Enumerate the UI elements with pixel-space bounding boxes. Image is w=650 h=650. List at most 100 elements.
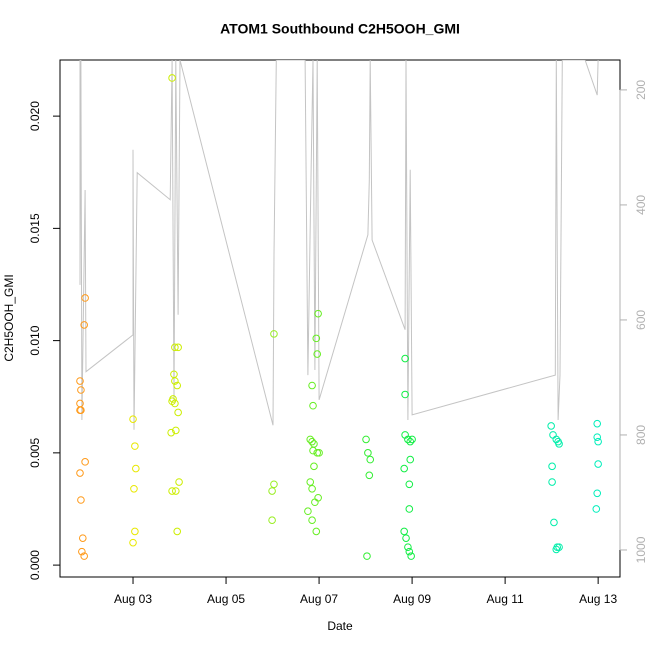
point <box>402 534 410 542</box>
point <box>173 527 182 536</box>
point <box>308 381 316 390</box>
point <box>313 350 322 358</box>
y2-tick-label: 1000 <box>634 536 648 563</box>
point <box>171 399 179 408</box>
x-tick-label: Aug 03 <box>114 592 152 606</box>
x-tick-label: Aug 11 <box>487 592 524 606</box>
point <box>308 484 316 493</box>
point <box>309 401 317 410</box>
point <box>408 435 416 444</box>
point <box>130 484 138 493</box>
point <box>400 464 408 473</box>
y2-tick-label: 800 <box>634 425 648 445</box>
point <box>315 449 323 457</box>
x-tick-label: Aug 07 <box>300 592 338 606</box>
point <box>131 527 139 536</box>
x-tick-label: Aug 09 <box>393 592 431 606</box>
point <box>406 455 415 464</box>
point <box>547 422 555 430</box>
point <box>363 552 371 560</box>
point <box>593 433 602 441</box>
y-tick-label: 0.000 <box>28 550 42 580</box>
point <box>129 538 137 547</box>
point <box>365 471 374 480</box>
point <box>552 545 561 554</box>
x-tick-label: Aug 13 <box>579 592 617 606</box>
point <box>548 462 556 471</box>
point <box>366 455 375 464</box>
point <box>362 435 370 444</box>
point <box>167 428 175 437</box>
plot-frame <box>59 59 621 578</box>
point <box>270 330 278 338</box>
point <box>76 377 84 385</box>
x-axis-label: Date <box>327 619 353 633</box>
point <box>404 543 412 551</box>
point <box>304 507 312 516</box>
point <box>131 442 139 450</box>
point <box>312 334 321 343</box>
y-tick-label: 0.020 <box>28 101 42 131</box>
point <box>81 458 89 466</box>
line <box>79 60 599 430</box>
y-tick-label: 0.005 <box>28 438 42 468</box>
point <box>314 309 322 318</box>
point <box>77 496 85 504</box>
point <box>306 435 315 444</box>
point <box>171 377 179 385</box>
point <box>593 419 602 428</box>
point <box>364 449 372 457</box>
point <box>314 493 322 502</box>
y-axis-label: C2H5OOH_GMI <box>2 274 16 361</box>
point <box>405 547 414 556</box>
point <box>593 489 602 498</box>
point <box>175 478 183 486</box>
point <box>171 343 179 352</box>
point <box>594 437 602 446</box>
point <box>404 435 412 444</box>
point <box>549 431 557 439</box>
point <box>172 426 180 435</box>
point <box>550 518 558 527</box>
point <box>80 552 88 560</box>
point <box>592 505 601 513</box>
point <box>405 480 414 489</box>
y2-tick-label: 600 <box>634 310 648 330</box>
point <box>76 406 84 415</box>
point <box>548 478 556 486</box>
point <box>172 487 180 495</box>
point <box>80 321 88 329</box>
point <box>173 381 182 390</box>
point <box>306 478 315 486</box>
y-tick-label: 0.010 <box>28 325 42 355</box>
point <box>81 294 89 302</box>
point <box>407 552 415 560</box>
point <box>401 390 409 399</box>
point <box>174 343 182 352</box>
point <box>308 437 316 446</box>
point <box>77 386 85 394</box>
point <box>268 487 276 495</box>
point <box>268 516 276 525</box>
point <box>78 547 86 556</box>
point <box>310 462 318 471</box>
x-tick-label: Aug 05 <box>207 592 245 606</box>
point <box>308 516 316 525</box>
point <box>132 464 140 473</box>
point <box>312 527 321 536</box>
point <box>405 505 414 513</box>
plot-area <box>76 60 602 560</box>
point <box>555 440 563 448</box>
y2-tick-label: 200 <box>634 80 648 100</box>
point <box>168 74 176 82</box>
point <box>406 437 415 446</box>
point <box>594 460 602 468</box>
point <box>78 534 87 542</box>
point <box>168 487 176 495</box>
point <box>401 354 409 363</box>
point <box>129 415 137 423</box>
point <box>311 498 319 507</box>
point <box>174 408 182 417</box>
point <box>76 469 84 477</box>
